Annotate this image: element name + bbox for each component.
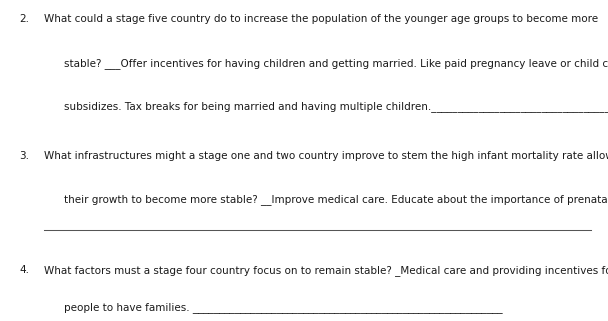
- Text: people to have families. _______________________________________________________: people to have families. _______________…: [64, 302, 502, 313]
- Text: What factors must a stage four country focus on to remain stable? _Medical care : What factors must a stage four country f…: [44, 265, 608, 276]
- Text: 4.: 4.: [19, 265, 29, 275]
- Text: 2.: 2.: [19, 14, 29, 24]
- Text: 3.: 3.: [19, 151, 29, 161]
- Text: subsidizes. Tax breaks for being married and having multiple children.__________: subsidizes. Tax breaks for being married…: [64, 101, 608, 112]
- Text: their growth to become more stable? __Improve medical care. Educate about the im: their growth to become more stable? __Im…: [64, 194, 608, 205]
- Text: What infrastructures might a stage one and two country improve to stem the high : What infrastructures might a stage one a…: [44, 151, 608, 161]
- Text: What could a stage five country do to increase the population of the younger age: What could a stage five country do to in…: [44, 14, 598, 24]
- Text: stable? ___Offer incentives for having children and getting married. Like paid p: stable? ___Offer incentives for having c…: [64, 58, 608, 69]
